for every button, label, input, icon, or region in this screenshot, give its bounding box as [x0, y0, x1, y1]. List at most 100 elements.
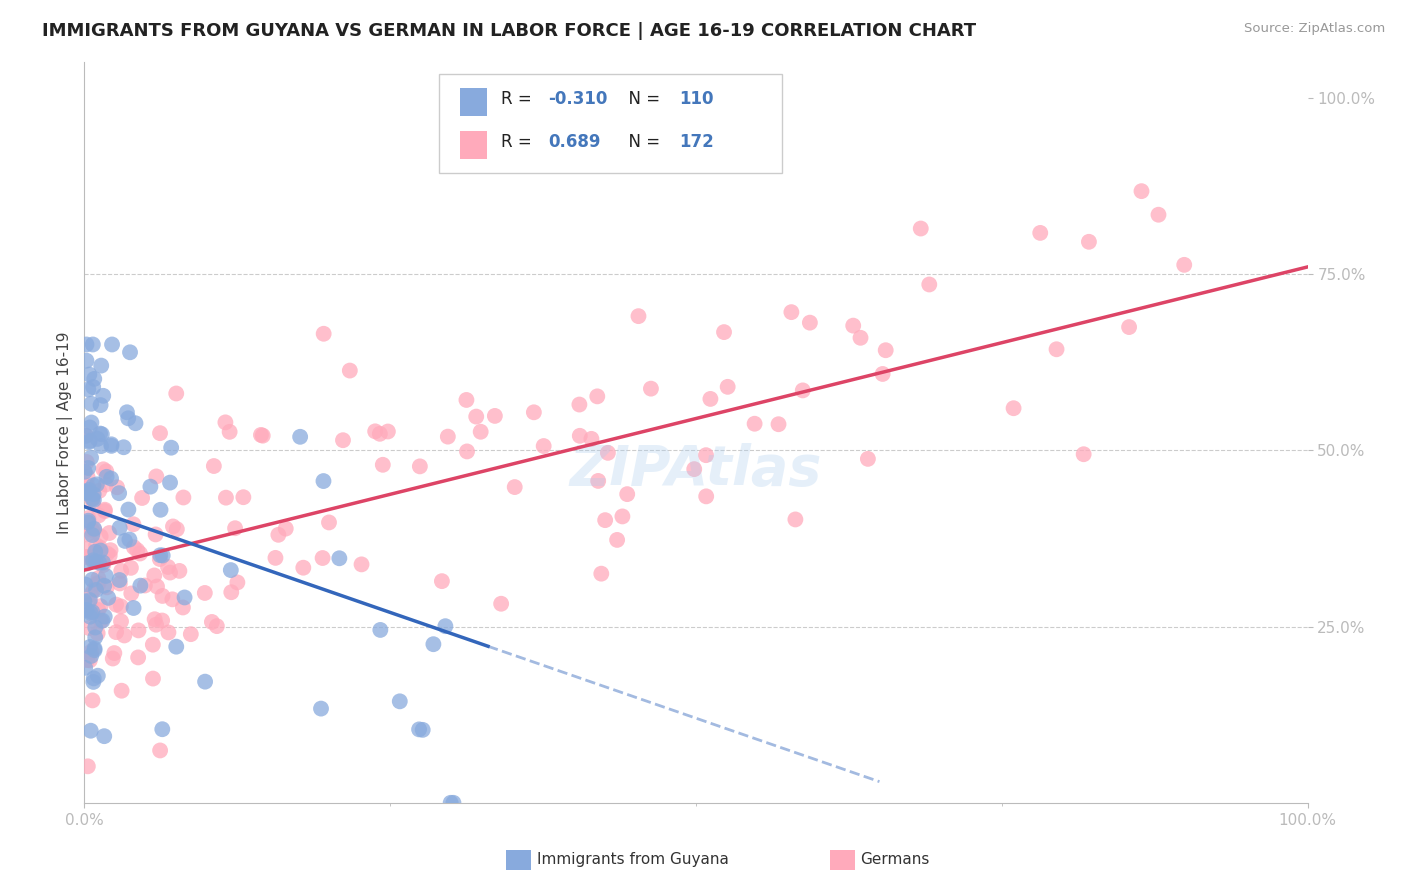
Point	[86, 626, 108, 640]
Text: N =: N =	[617, 90, 665, 109]
Point	[152, 549, 174, 563]
Point	[169, 564, 191, 578]
Point	[100, 439, 122, 453]
Point	[77, 511, 100, 525]
Point	[717, 380, 740, 394]
Point	[94, 504, 117, 518]
Point	[105, 625, 128, 640]
Point	[368, 426, 391, 441]
Point	[120, 561, 142, 575]
Point	[80, 450, 103, 465]
Point	[82, 497, 104, 511]
Point	[157, 625, 180, 640]
Point	[76, 479, 98, 493]
Point	[166, 522, 188, 536]
Point	[214, 416, 236, 430]
Point	[98, 549, 121, 563]
Point	[150, 723, 173, 737]
Point	[201, 615, 224, 629]
Point	[606, 533, 628, 547]
Point	[79, 420, 101, 434]
Point	[75, 337, 97, 351]
Point	[503, 480, 526, 494]
Point	[108, 576, 131, 591]
Point	[149, 743, 172, 757]
Point	[152, 589, 174, 603]
Point	[79, 606, 101, 620]
Point	[129, 547, 152, 561]
Point	[77, 383, 100, 397]
Point	[312, 326, 335, 341]
Point	[596, 446, 619, 460]
Point	[83, 487, 105, 501]
Point	[180, 627, 202, 641]
Point	[159, 566, 181, 580]
Point	[172, 491, 194, 505]
Point	[90, 614, 112, 628]
Point	[91, 462, 114, 476]
Point	[470, 425, 492, 439]
Point	[377, 425, 399, 439]
Point	[76, 550, 98, 565]
Point	[90, 599, 112, 614]
Point	[80, 723, 103, 738]
Point	[408, 723, 430, 737]
Point	[83, 492, 105, 507]
Point	[364, 425, 387, 439]
Text: R =: R =	[502, 90, 537, 109]
Point	[86, 432, 108, 446]
Point	[82, 674, 104, 689]
Point	[523, 405, 546, 419]
Point	[311, 551, 333, 566]
Point	[157, 560, 180, 574]
Point	[77, 621, 100, 635]
Point	[591, 566, 613, 581]
Point	[149, 548, 172, 562]
Point	[87, 571, 110, 585]
Point	[76, 485, 98, 500]
Point	[842, 318, 865, 333]
Point	[100, 471, 122, 485]
Point	[143, 612, 166, 626]
Point	[768, 417, 790, 432]
Point	[82, 478, 104, 492]
Text: 0.689: 0.689	[548, 133, 600, 151]
Point	[79, 434, 101, 448]
Point	[533, 439, 555, 453]
Point	[292, 560, 315, 574]
Point	[80, 587, 103, 601]
Point	[127, 624, 149, 638]
Point	[76, 653, 98, 667]
Point	[142, 638, 165, 652]
Point	[80, 523, 103, 537]
Point	[79, 598, 101, 612]
Point	[75, 429, 97, 443]
Point	[82, 693, 104, 707]
Point	[219, 563, 242, 577]
Point	[73, 465, 96, 479]
Point	[226, 575, 249, 590]
Point	[120, 586, 142, 600]
Point	[76, 557, 98, 571]
Point	[103, 646, 125, 660]
Point	[110, 615, 132, 629]
Point	[93, 729, 115, 743]
Point	[76, 527, 98, 541]
Point	[80, 397, 103, 411]
Text: N =: N =	[617, 133, 665, 151]
Point	[149, 503, 172, 517]
Point	[1029, 226, 1052, 240]
Point	[142, 672, 165, 686]
Text: IMMIGRANTS FROM GUYANA VS GERMAN IN LABOR FORCE | AGE 16-19 CORRELATION CHART: IMMIGRANTS FROM GUYANA VS GERMAN IN LABO…	[42, 22, 976, 40]
Point	[76, 455, 98, 469]
Point	[76, 469, 98, 483]
Point	[94, 502, 117, 516]
Point	[616, 487, 638, 501]
Point	[89, 541, 111, 555]
Point	[98, 526, 121, 541]
Point	[87, 603, 110, 617]
Point	[77, 514, 100, 528]
Point	[82, 553, 104, 567]
Point	[744, 417, 766, 431]
Point	[75, 428, 97, 442]
